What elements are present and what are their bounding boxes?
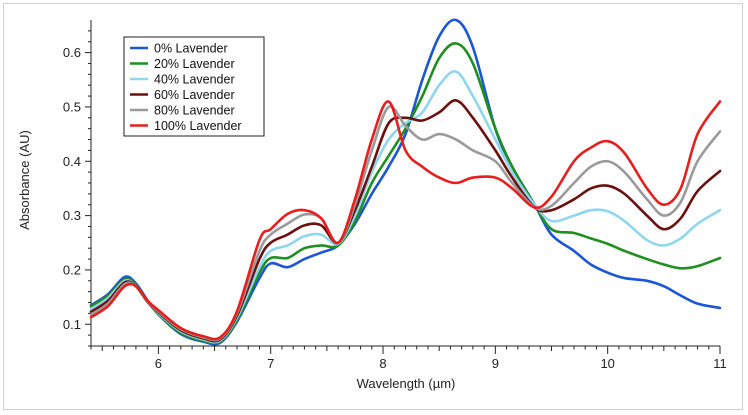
x-tick-label: 8 [379, 356, 386, 371]
legend-entry-label: 60% Lavender [154, 88, 235, 102]
x-tick-label: 10 [600, 356, 614, 371]
x-tick-label: 6 [155, 356, 162, 371]
y-tick-label: 0.4 [63, 154, 81, 169]
y-tick-label: 0.3 [63, 208, 81, 223]
x-tick-label: 7 [267, 356, 274, 371]
y-axis-label: Absorbance (AU) [17, 130, 32, 230]
x-tick-label: 11 [713, 356, 727, 371]
legend-entry-label: 40% Lavender [154, 73, 235, 87]
y-tick-label: 0.1 [63, 317, 81, 332]
y-tick-label: 0.2 [63, 262, 81, 277]
legend-entry-label: 0% Lavender [154, 42, 228, 56]
x-tick-label: 9 [492, 356, 499, 371]
legend-entry-label: 20% Lavender [154, 57, 235, 71]
axes: 0.1 0.2 0.3 0.4 0.5 0.6 6 7 8 9 10 11 [63, 20, 727, 371]
series-line-100-lavender [89, 100, 722, 341]
legend-entry-label: 100% Lavender [154, 119, 242, 133]
legend-box [123, 36, 265, 137]
y-tick-label: 0.5 [63, 99, 81, 114]
x-axis-label: Wavelength (µm) [357, 376, 456, 391]
y-tick-label: 0.6 [63, 45, 81, 60]
series-lines [89, 18, 722, 346]
legend-entry-label: 80% Lavender [154, 104, 235, 118]
series-line-20-lavender [89, 42, 722, 345]
